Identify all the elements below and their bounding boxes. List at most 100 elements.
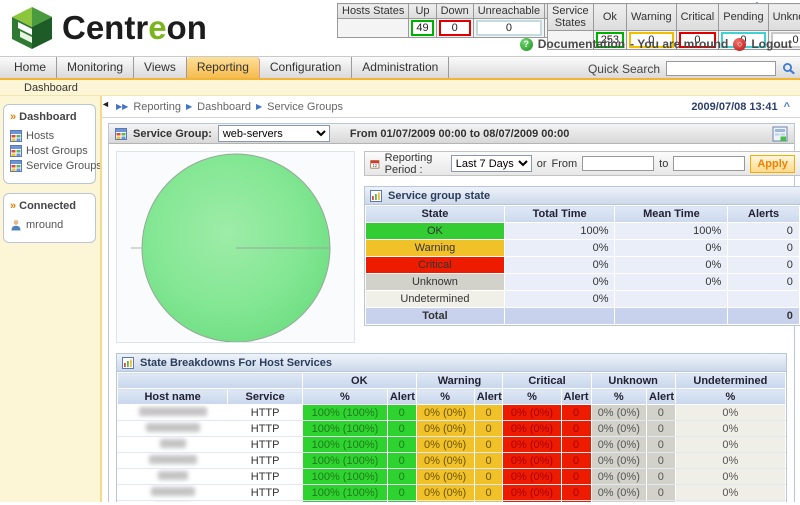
tab-views[interactable]: Views — [134, 57, 187, 78]
host-name-redacted[interactable] — [116, 404, 229, 421]
service-group-state-title: Service group state — [365, 187, 800, 205]
tab-monitoring[interactable]: Monitoring — [57, 57, 135, 78]
table-row: HTTP 100% (100%) 0 0% (0%) 0 0% (0%) 0 0… — [116, 468, 787, 485]
state-warning-cell: Warning — [365, 239, 505, 257]
service-link[interactable]: HTTP — [227, 420, 304, 437]
host-name-redacted[interactable] — [116, 500, 229, 502]
table-icon — [10, 130, 22, 142]
table-row: Critical 0% 0% 0 — [365, 256, 800, 274]
state-breakdowns-table: OK Warning Critical Unknown Undetermined… — [116, 372, 787, 502]
state-undetermined-cell: Undetermined — [365, 290, 505, 308]
logged-user-text: - You are mround — [630, 37, 729, 51]
sidebar-item-service-groups[interactable]: Service Groups — [10, 160, 102, 172]
service-link[interactable]: HTTP — [227, 484, 304, 501]
service-link[interactable]: HTTP — [227, 436, 304, 453]
centreon-logo-icon — [12, 7, 52, 49]
sidebar-dashboard-title: » Dashboard — [10, 111, 77, 123]
centreon-logo[interactable]: Centreon — [10, 5, 207, 51]
reporting-period-bar: 12 Reporting Period : Last 7 Days or Fro… — [364, 151, 800, 176]
hosts-up-count[interactable]: 49 — [408, 18, 437, 38]
table-row: HTTP 100% (100%) 0 0% (0%) 0 0% (0%) 0 0… — [116, 404, 787, 421]
hosts-down-count[interactable]: 0 — [435, 18, 474, 38]
sidebar-item-host-groups[interactable]: Host Groups — [10, 145, 91, 157]
host-name-redacted[interactable] — [116, 452, 229, 469]
report-panel-header: Service Group: web-servers From 01/07/20… — [109, 124, 794, 144]
breadcrumb-bar: ▶▶ Reporting ▶ Dashboard ▶ Service Group… — [102, 96, 800, 118]
collapse-sidebar-icon[interactable]: ◄ — [101, 99, 110, 109]
sidebar-item-connected-user[interactable]: mround — [10, 219, 91, 231]
col-state: State — [365, 205, 505, 223]
breadcrumb-dashboard[interactable]: Dashboard — [197, 100, 251, 113]
host-name-redacted[interactable] — [116, 484, 229, 501]
report-panel: Service Group: web-servers From 01/07/20… — [108, 123, 800, 502]
report-panel-body: 12 Reporting Period : Last 7 Days or Fro… — [109, 144, 800, 343]
table-icon — [115, 127, 127, 140]
services-unknown-count[interactable]: 0 — [767, 30, 800, 50]
main-navbar: Home Monitoring Views Reporting Configur… — [0, 57, 800, 80]
documentation-icon: ? — [519, 37, 533, 51]
collapse-breadcrumb-chevron-icon[interactable]: ^ — [783, 100, 790, 113]
hosts-unreachable-label: Unreachable — [472, 3, 546, 19]
service-link[interactable]: HTTP — [227, 404, 304, 421]
services-warning-label: Warning — [626, 3, 677, 31]
host-name-redacted[interactable] — [116, 436, 229, 453]
host-name-redacted[interactable] — [116, 468, 229, 485]
service-group-label: Service Group: — [133, 127, 212, 140]
logout-link[interactable]: Logout — [751, 37, 792, 51]
breadcrumb-reporting[interactable]: Reporting — [133, 100, 182, 113]
hosts-down-label: Down — [435, 3, 474, 19]
tab-administration[interactable]: Administration — [352, 57, 450, 78]
tab-configuration[interactable]: Configuration — [260, 57, 353, 78]
from-label: From — [551, 157, 578, 170]
sub-header-row: Host name Service % Alert % Alert % Aler… — [116, 388, 787, 405]
service-link[interactable]: HTTP — [227, 500, 304, 502]
chevrons-icon: » — [10, 111, 16, 123]
table-icon — [10, 145, 22, 157]
table-row: HTTP 100% (100%) 0 0% (0%) 0 0% (0%) 0 0… — [116, 420, 787, 437]
services-warning-count[interactable]: 0 — [626, 30, 677, 50]
logo-wordmark: Centreon — [62, 9, 207, 46]
service-group-pie-panel — [116, 151, 355, 343]
redacted-host-name — [157, 470, 188, 480]
apply-button[interactable]: Apply — [750, 154, 795, 173]
report-icon — [370, 189, 382, 202]
services-critical-count[interactable]: 0 — [675, 30, 720, 50]
col-alerts: Alerts — [727, 205, 800, 223]
group-unknown: Unknown — [590, 372, 676, 389]
service-group-select[interactable]: web-servers — [217, 125, 330, 142]
submenu-dashboard[interactable]: Dashboard — [24, 81, 78, 94]
service-group-state-table: State Total Time Mean Time Alerts OK 100… — [365, 205, 800, 325]
to-label: to — [659, 157, 669, 170]
table-row: Undetermined 0% — [365, 290, 800, 308]
export-csv-icon[interactable] — [772, 126, 788, 142]
breadcrumb-service-groups[interactable]: Service Groups — [267, 100, 343, 113]
period-to-input[interactable] — [673, 156, 746, 171]
redacted-host-name — [138, 406, 207, 416]
services-ok-count[interactable]: 253 — [592, 30, 628, 50]
group-ok: OK — [302, 372, 417, 389]
sidebar-item-hosts[interactable]: Hosts — [10, 130, 91, 142]
hosts-unreachable-count[interactable]: 0 — [472, 18, 546, 38]
breadcrumb-separator-icon: ▶ — [186, 102, 193, 111]
main-area: ◄ ▶▶ Reporting ▶ Dashboard ▶ Service Gro… — [100, 96, 800, 502]
tab-reporting[interactable]: Reporting — [186, 57, 260, 78]
chevrons-icon: » — [10, 200, 16, 212]
documentation-link[interactable]: Documentation — [537, 37, 626, 51]
host-name-redacted[interactable] — [116, 420, 229, 437]
period-from-input[interactable] — [582, 156, 655, 171]
redacted-host-name — [145, 422, 200, 432]
service-link[interactable]: HTTP — [227, 452, 304, 469]
redacted-host-name — [150, 486, 195, 496]
tab-home[interactable]: Home — [4, 57, 58, 78]
reporting-period-select[interactable]: Last 7 Days — [450, 155, 532, 172]
service-group-state-panel: Service group state State Total Time Mea… — [364, 186, 800, 326]
total-row: Total 0 — [365, 307, 800, 325]
service-states-label: Service States — [547, 3, 594, 31]
service-link[interactable]: HTTP — [227, 468, 304, 485]
search-icon[interactable] — [782, 62, 796, 75]
quick-search-input[interactable] — [666, 61, 776, 76]
state-breakdowns-title: State Breakdowns For Host Services — [117, 354, 786, 372]
page-datetime: 2009/07/08 13:41 — [691, 100, 778, 113]
col-mean-time: Mean Time — [614, 205, 729, 223]
state-breakdowns-panel: State Breakdowns For Host Services OK Wa… — [116, 353, 787, 502]
